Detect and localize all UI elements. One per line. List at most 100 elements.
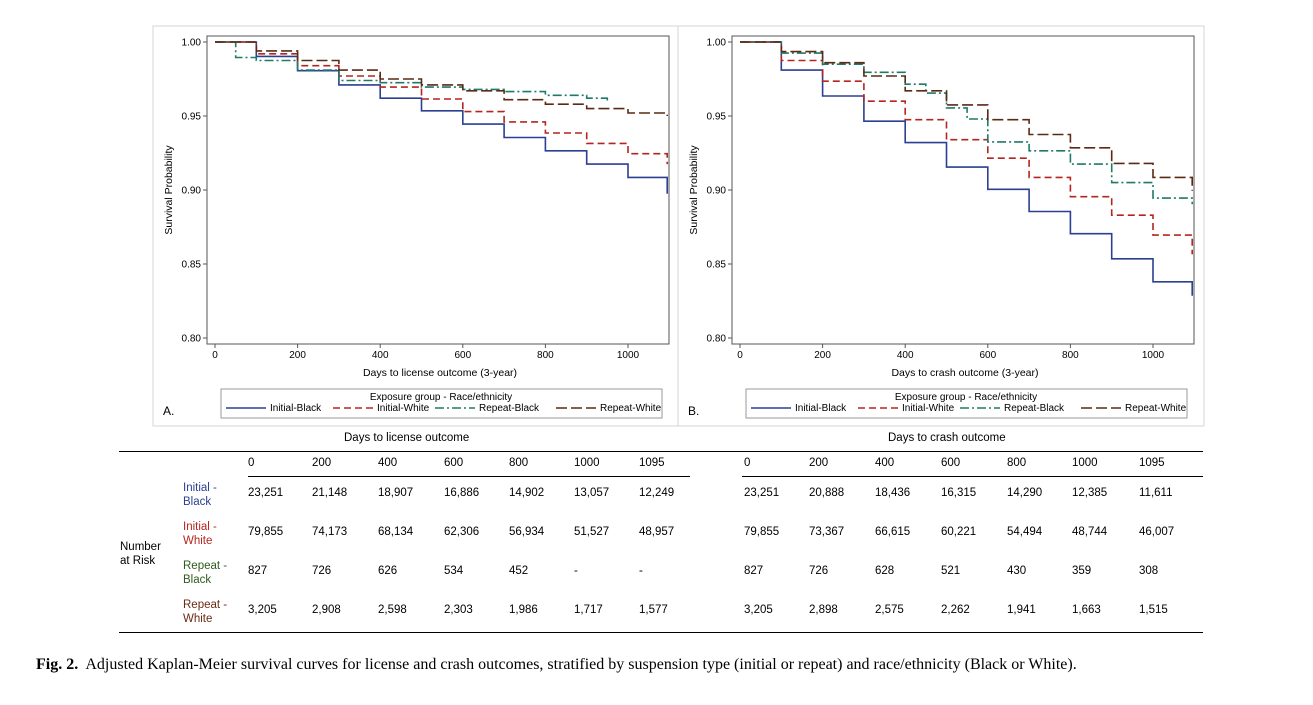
risk-count-crash: 66,615 <box>875 526 911 538</box>
risk-table-right-title: Days to crash outcome <box>888 432 1006 444</box>
risk-count-crash: 79,855 <box>744 526 780 538</box>
risk-count-license: 56,934 <box>509 526 545 538</box>
risk-count-license: 1,717 <box>574 604 603 616</box>
legend-entry-label: Initial-White <box>902 403 955 414</box>
legend-box <box>745 388 1188 419</box>
risk-day-header-crash: 800 <box>1007 457 1027 469</box>
risk-group-label: Initial - Black <box>183 481 253 509</box>
risk-group-label: Initial - White <box>183 520 253 548</box>
figure-caption: Fig. 2. Adjusted Kaplan-Meier survival c… <box>36 656 1306 674</box>
risk-count-crash: 3,205 <box>744 604 773 616</box>
y-tick-label: 0.90 <box>182 186 202 197</box>
risk-count-crash: 308 <box>1139 565 1159 577</box>
panel-b: 0.80 0.85 0.90 0.95 1.00 0 200 400 600 800 1000 Day… <box>688 35 1195 419</box>
legend-entry-label: Initial-White <box>377 403 430 414</box>
x-tick-label: 0 <box>737 350 743 361</box>
y-tick-label: 0.95 <box>182 112 202 123</box>
series-line-repeat-black <box>215 41 609 101</box>
risk-count-license: 68,134 <box>378 526 414 538</box>
series-line-repeat-white <box>215 41 668 116</box>
risk-count-crash: 20,888 <box>809 487 845 499</box>
risk-count-crash: 14,290 <box>1007 487 1043 499</box>
km-figure: 0.80 0.85 0.90 0.95 1.00 0 200 400 600 800 1000 Day… <box>152 25 1205 427</box>
risk-count-license: 726 <box>312 565 332 577</box>
risk-count-license: 79,855 <box>248 526 284 538</box>
legend-entry-label: Repeat-White <box>600 403 662 414</box>
risk-count-license: 62,306 <box>444 526 480 538</box>
caption-text: Adjusted Kaplan-Meier survival curves fo… <box>85 656 1077 673</box>
risk-count-crash: 2,898 <box>809 604 838 616</box>
risk-count-crash: 430 <box>1007 565 1027 577</box>
risk-day-header-license: 200 <box>312 457 332 469</box>
risk-day-header-license: 800 <box>509 457 529 469</box>
risk-day-header-crash: 400 <box>875 457 895 469</box>
risk-count-crash: 2,262 <box>941 604 970 616</box>
risk-count-license: 626 <box>378 565 398 577</box>
legend-entry-label: Repeat-Black <box>1004 403 1065 414</box>
risk-count-crash: 628 <box>875 565 895 577</box>
legend-box <box>220 388 663 419</box>
risk-count-license: 2,908 <box>312 604 341 616</box>
risk-count-license: 452 <box>509 565 529 577</box>
risk-count-crash: 60,221 <box>941 526 977 538</box>
x-tick-label: 400 <box>897 350 914 361</box>
risk-count-crash: 54,494 <box>1007 526 1043 538</box>
risk-day-header-crash: 1095 <box>1139 457 1165 469</box>
risk-count-crash: 1,663 <box>1072 604 1101 616</box>
risk-day-header-crash: 600 <box>941 457 961 469</box>
risk-count-crash: 18,436 <box>875 487 911 499</box>
risk-count-crash: 726 <box>809 565 829 577</box>
x-tick-label: 1000 <box>1142 350 1165 361</box>
x-tick-label: 800 <box>1062 350 1079 361</box>
legend-title: Exposure group - Race/ethnicity <box>895 392 1037 403</box>
panel-letter: A. <box>163 404 174 418</box>
risk-count-crash: 48,744 <box>1072 526 1108 538</box>
risk-count-license: 16,886 <box>444 487 480 499</box>
risk-day-header-crash: 0 <box>744 457 751 469</box>
panel-a: 0.80 0.85 0.90 0.95 1.00 0 200 400 600 800 1000 Day… <box>163 35 670 419</box>
y-tick-label: 1.00 <box>182 38 202 49</box>
risk-table-row-label: Number at Risk <box>120 540 190 568</box>
risk-group-label-line: Repeat - <box>183 599 228 611</box>
risk-count-license: 14,902 <box>509 487 545 499</box>
series-line-repeat-white <box>740 41 1193 191</box>
risk-table-bottom-rule <box>119 632 1203 633</box>
risk-count-crash: 2,575 <box>875 604 904 616</box>
x-tick-label: 0 <box>212 350 218 361</box>
y-tick-label: 0.85 <box>182 260 202 271</box>
risk-table-header-rule-left <box>248 476 690 477</box>
risk-count-license: 3,205 <box>248 604 277 616</box>
risk-count-license: - <box>639 565 643 577</box>
x-tick-label: 800 <box>537 350 554 361</box>
risk-group-label: Repeat - White <box>183 598 253 626</box>
risk-day-header-license: 1095 <box>639 457 665 469</box>
legend-entry-label: Repeat-Black <box>479 403 540 414</box>
risk-table-header-rule-right <box>742 476 1203 477</box>
legend-entry-label: Initial-Black <box>795 403 847 414</box>
risk-count-license: 51,527 <box>574 526 610 538</box>
risk-count-license: 12,249 <box>639 487 675 499</box>
risk-count-crash: 1,941 <box>1007 604 1036 616</box>
risk-day-header-license: 400 <box>378 457 398 469</box>
risk-group-label-line: Black <box>183 574 212 586</box>
risk-table-row-label-line-1: Number <box>120 541 161 553</box>
risk-count-license: 1,986 <box>509 604 538 616</box>
x-tick-label: 200 <box>289 350 306 361</box>
y-tick-label: 0.80 <box>182 334 202 345</box>
risk-count-crash: 12,385 <box>1072 487 1108 499</box>
legend-entry-label: Initial-Black <box>270 403 322 414</box>
caption-label: Fig. 2. <box>36 656 79 673</box>
risk-count-license: 2,303 <box>444 604 473 616</box>
risk-day-header-crash: 1000 <box>1072 457 1098 469</box>
risk-table-row-label-line-2: at Risk <box>120 555 156 567</box>
x-tick-label: 1000 <box>617 350 640 361</box>
legend-entry-label: Repeat-White <box>1125 403 1187 414</box>
risk-count-license: 48,957 <box>639 526 675 538</box>
panel-letter: B. <box>688 404 699 418</box>
x-tick-label: 600 <box>979 350 996 361</box>
risk-count-crash: 827 <box>744 565 764 577</box>
risk-count-crash: 46,007 <box>1139 526 1175 538</box>
risk-count-license: 1,577 <box>639 604 668 616</box>
risk-day-header-license: 0 <box>248 457 255 469</box>
series-line-repeat-black <box>740 41 1193 205</box>
